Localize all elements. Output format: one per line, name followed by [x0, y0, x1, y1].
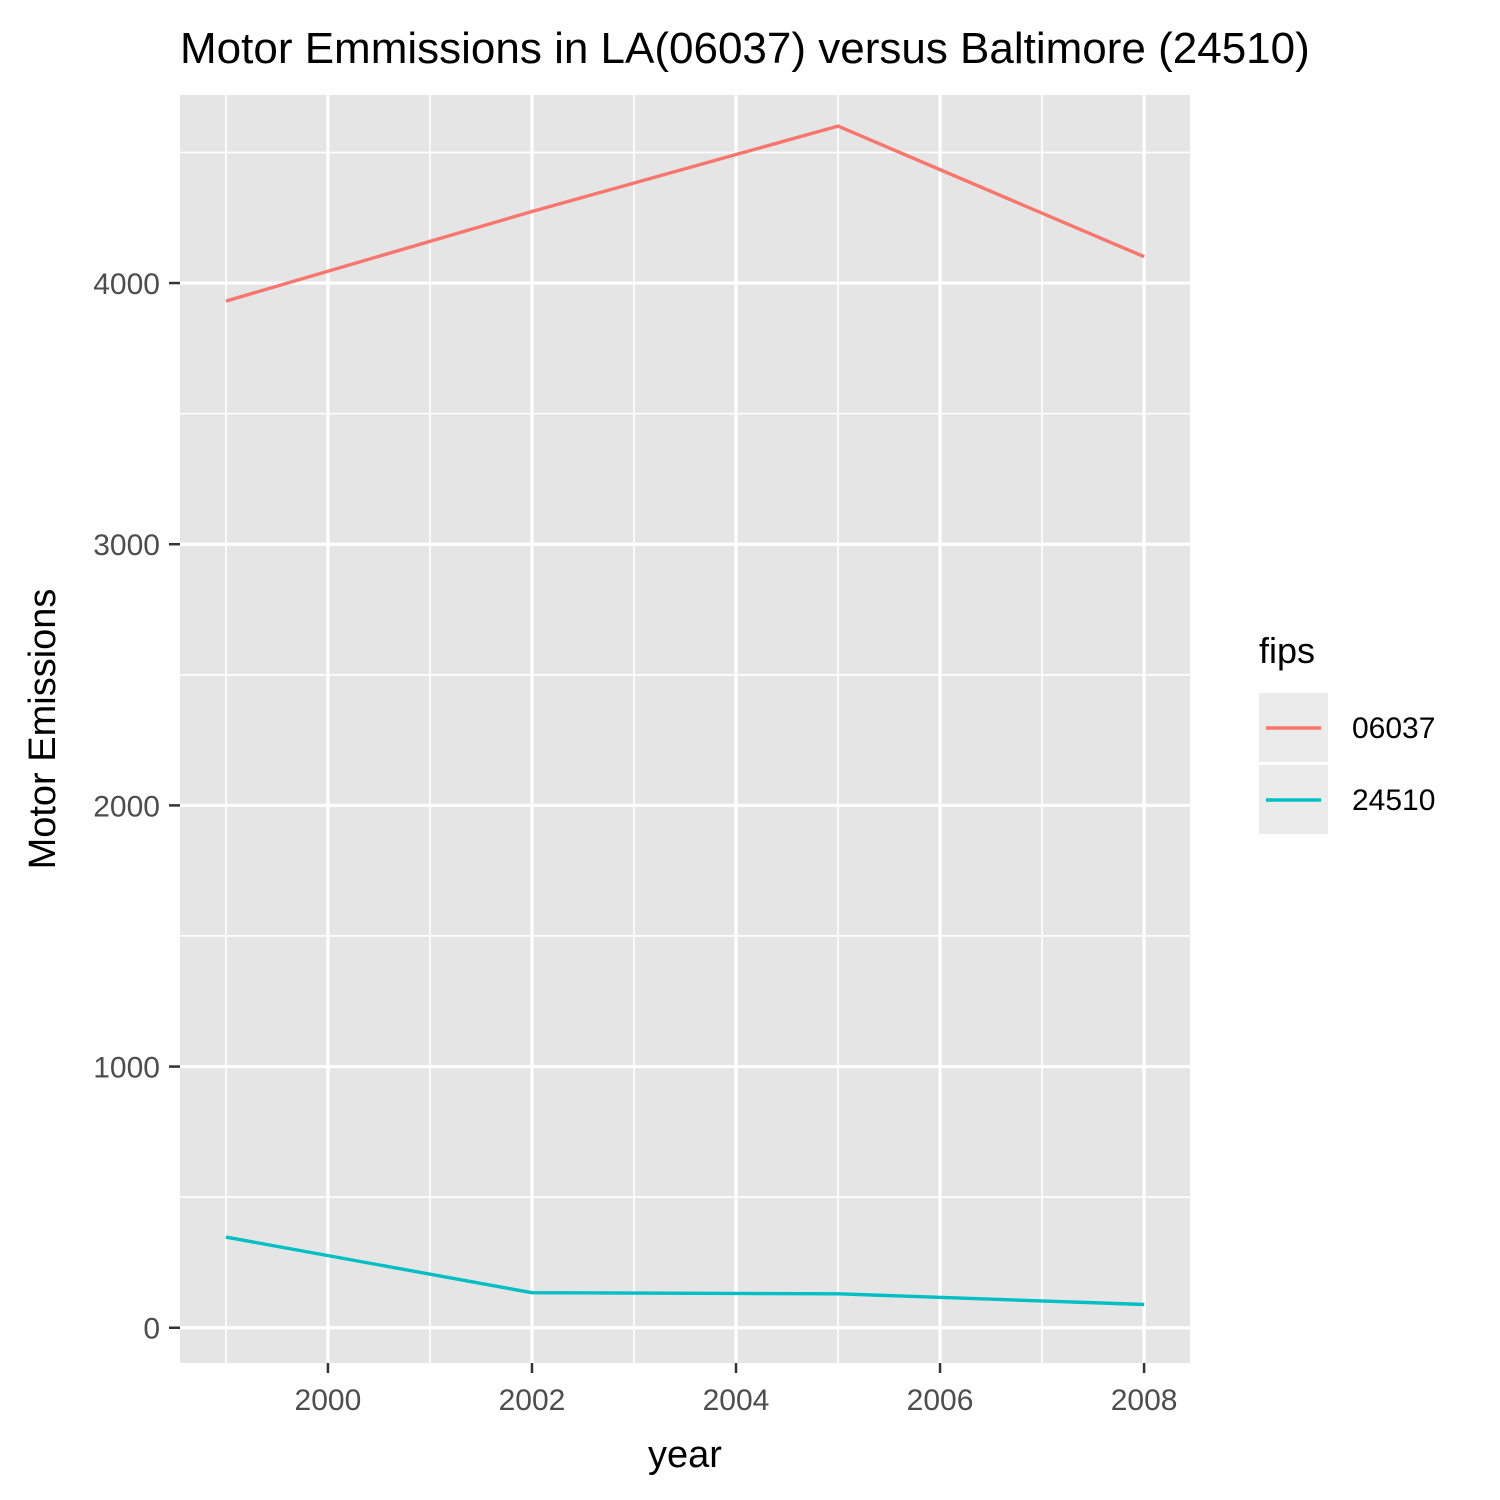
legend-label-06037: 06037	[1352, 712, 1435, 745]
series-lines	[225, 124, 1145, 1307]
major-gridlines	[180, 95, 1190, 1363]
y-axis: 0 1000 2000 3000 4000	[93, 268, 180, 1346]
x-axis-title: year	[648, 1434, 722, 1476]
legend-title: fips	[1259, 630, 1315, 671]
x-tick-label: 2006	[907, 1384, 974, 1417]
x-tick-label: 2000	[295, 1384, 362, 1417]
x-tick-label: 2008	[1111, 1384, 1178, 1417]
chart-title: Motor Emmissions in LA(06037) versus Bal…	[180, 24, 1310, 73]
x-tick-label: 2004	[703, 1384, 770, 1417]
y-tick-label: 0	[143, 1313, 160, 1346]
legend: fips 06037 24510	[1259, 630, 1435, 834]
y-tick-label: 2000	[93, 790, 160, 823]
x-tick-label: 2002	[499, 1384, 566, 1417]
series-line-24510	[225, 1235, 1145, 1307]
plot-panel	[180, 95, 1190, 1363]
minor-gridlines	[180, 95, 1190, 1363]
legend-items: 06037 24510	[1259, 693, 1435, 834]
series-line-06037	[225, 124, 1145, 303]
legend-label-24510: 24510	[1352, 784, 1435, 817]
x-axis: 2000 2002 2004 2006 2008	[295, 1363, 1178, 1417]
y-tick-label: 3000	[93, 529, 160, 562]
y-axis-title: Motor Emissions	[22, 589, 64, 870]
y-tick-label: 1000	[93, 1052, 160, 1085]
y-tick-label: 4000	[93, 268, 160, 301]
